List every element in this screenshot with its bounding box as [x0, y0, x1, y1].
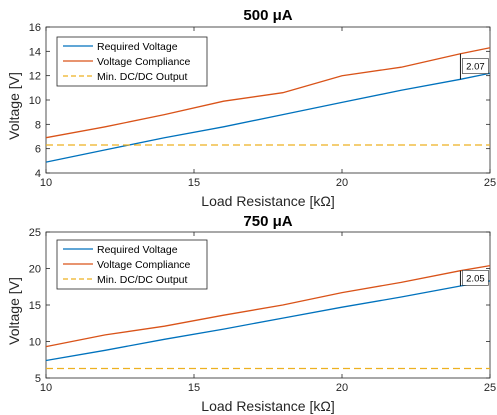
y-tick-label: 5	[35, 373, 41, 385]
legend: Required Voltage Voltage Compliance Min.…	[56, 239, 208, 290]
y-tick-label: 10	[29, 337, 41, 349]
difference-label-box	[462, 270, 489, 286]
chart-title: 500 μA	[243, 7, 292, 24]
y-tick-label: 4	[35, 168, 41, 180]
legend-label-compliance: Voltage Compliance	[97, 259, 191, 271]
x-tick-label: 25	[484, 177, 496, 189]
series-required-voltage	[45, 280, 491, 362]
legend-label-required: Required Voltage	[97, 244, 178, 256]
y-tick-label: 8	[35, 119, 41, 131]
difference-label: 2.05	[466, 273, 485, 284]
plot-area: 10 15 20 25 4 6 8 10 12 14 16 2.07	[29, 22, 496, 189]
series-voltage-compliance	[45, 264, 491, 348]
y-tick-label: 25	[29, 227, 41, 239]
x-tick-label: 20	[336, 382, 348, 394]
y-tick-label: 15	[29, 300, 41, 312]
difference-label-box	[462, 58, 489, 74]
x-tick-label: 15	[188, 177, 200, 189]
y-tick-label: 20	[29, 264, 41, 276]
y-tick-label: 6	[35, 144, 41, 156]
y-axis-label: Voltage [V]	[6, 72, 22, 140]
y-axis-label: Voltage [V]	[6, 277, 22, 345]
x-tick-label: 25	[484, 382, 496, 394]
legend: Required Voltage Voltage Compliance Min.…	[56, 36, 208, 87]
legend-label-min-dcdc: Min. DC/DC Output	[97, 274, 188, 286]
y-tick-label: 12	[29, 71, 41, 83]
y-tick-label: 14	[29, 46, 41, 58]
series-voltage-compliance	[45, 47, 491, 139]
legend-label-required: Required Voltage	[97, 41, 178, 53]
x-tick-label: 20	[336, 177, 348, 189]
y-tick-label: 16	[29, 22, 41, 34]
chart-500ua: 500 μA Voltage [V] Load Resistance [kΩ] …	[6, 7, 496, 209]
legend-label-compliance: Voltage Compliance	[97, 56, 191, 68]
x-tick-label: 10	[40, 382, 52, 394]
x-tick-label: 10	[40, 177, 52, 189]
x-tick-label: 15	[188, 382, 200, 394]
legend-label-min-dcdc: Min. DC/DC Output	[97, 71, 188, 83]
chart-title: 750 μA	[243, 213, 292, 230]
difference-label: 2.07	[466, 62, 485, 73]
y-tick-label: 10	[29, 95, 41, 107]
series-required-voltage	[45, 72, 491, 163]
chart-750ua: 750 μA Voltage [V] Load Resistance [kΩ] …	[6, 213, 496, 414]
x-axis-label: Load Resistance [kΩ]	[201, 193, 334, 209]
x-axis-label: Load Resistance [kΩ]	[201, 398, 334, 414]
